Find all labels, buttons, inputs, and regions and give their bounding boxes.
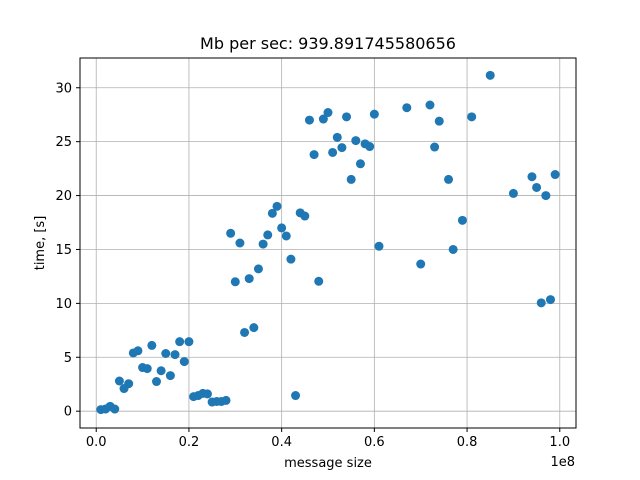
data-point [291, 391, 301, 401]
data-point [416, 259, 426, 269]
data-point [532, 182, 542, 192]
data-point [457, 215, 467, 225]
data-point [170, 350, 180, 360]
data-point [536, 298, 546, 308]
data-point [527, 172, 537, 182]
data-point [179, 357, 189, 367]
grid [80, 58, 576, 428]
data-point [550, 170, 560, 180]
x-axis-label: message size [284, 456, 372, 471]
data-point [272, 201, 282, 211]
data-point [267, 208, 277, 218]
data-point [346, 174, 356, 184]
data-point [277, 223, 287, 233]
data-point [374, 241, 384, 251]
data-point [286, 254, 296, 264]
y-tick-label: 25 [55, 135, 72, 150]
data-point [184, 337, 194, 347]
data-point [156, 366, 166, 376]
x-tick-label: 0.0 [86, 435, 107, 450]
data-point [230, 277, 240, 287]
x-tick-label: 0.2 [179, 435, 200, 450]
data-point [546, 295, 556, 305]
data-point [402, 103, 412, 113]
data-point [541, 191, 551, 201]
data-point [202, 389, 212, 399]
y-axis-label: time, [s] [33, 216, 48, 271]
x-tick-label: 1.0 [549, 435, 570, 450]
data-point [318, 114, 328, 124]
data-point [309, 150, 319, 160]
data-point [226, 228, 236, 238]
data-point [444, 174, 454, 184]
data-point [114, 376, 124, 386]
data-point [485, 70, 495, 80]
x-tick-label: 0.4 [271, 435, 292, 450]
data-point [221, 395, 231, 405]
data-point [165, 371, 175, 381]
data-point [175, 337, 185, 347]
data-point [142, 364, 152, 374]
data-point [151, 377, 161, 387]
data-point [328, 147, 338, 157]
data-point [337, 143, 347, 153]
data-point [430, 142, 440, 152]
data-point [240, 327, 250, 337]
data-point [244, 274, 254, 284]
data-point [304, 115, 314, 125]
data-point [300, 211, 310, 221]
x-axis-offset-label: 1e8 [550, 455, 575, 470]
axis-ticks: 0.0 0.2 0.4 0.6 0.8 1.0 0 5 10 15 20 25 30 [55, 81, 570, 450]
data-point [253, 264, 263, 274]
y-tick-label: 15 [55, 243, 72, 258]
data-point [249, 323, 259, 333]
y-tick-label: 10 [55, 297, 72, 312]
data-point [467, 112, 477, 122]
data-point [147, 340, 157, 350]
data-point [355, 159, 365, 169]
data-point [332, 132, 342, 142]
data-point [161, 349, 171, 359]
data-point [365, 142, 375, 152]
data-point [434, 116, 444, 126]
y-tick-label: 0 [64, 405, 72, 420]
data-point [323, 108, 333, 118]
data-point [448, 244, 458, 254]
data-point [369, 109, 379, 119]
data-point [110, 404, 120, 414]
data-point [133, 346, 143, 356]
data-point [258, 239, 268, 249]
data-point [235, 238, 245, 248]
data-point [314, 276, 324, 286]
data-point [508, 188, 518, 198]
data-point [351, 136, 361, 146]
x-tick-label: 0.8 [457, 435, 478, 450]
plot-frame [79, 57, 577, 429]
y-tick-label: 30 [55, 81, 72, 96]
y-tick-label: 20 [55, 189, 72, 204]
data-point [263, 230, 273, 240]
y-tick-label: 5 [64, 351, 72, 366]
data-points [96, 70, 560, 415]
chart-title: Mb per sec: 939.891745580656 [200, 34, 456, 53]
data-point [425, 100, 435, 110]
data-point [124, 379, 134, 389]
x-tick-label: 0.6 [364, 435, 385, 450]
data-point [342, 112, 352, 122]
data-point [281, 231, 291, 241]
